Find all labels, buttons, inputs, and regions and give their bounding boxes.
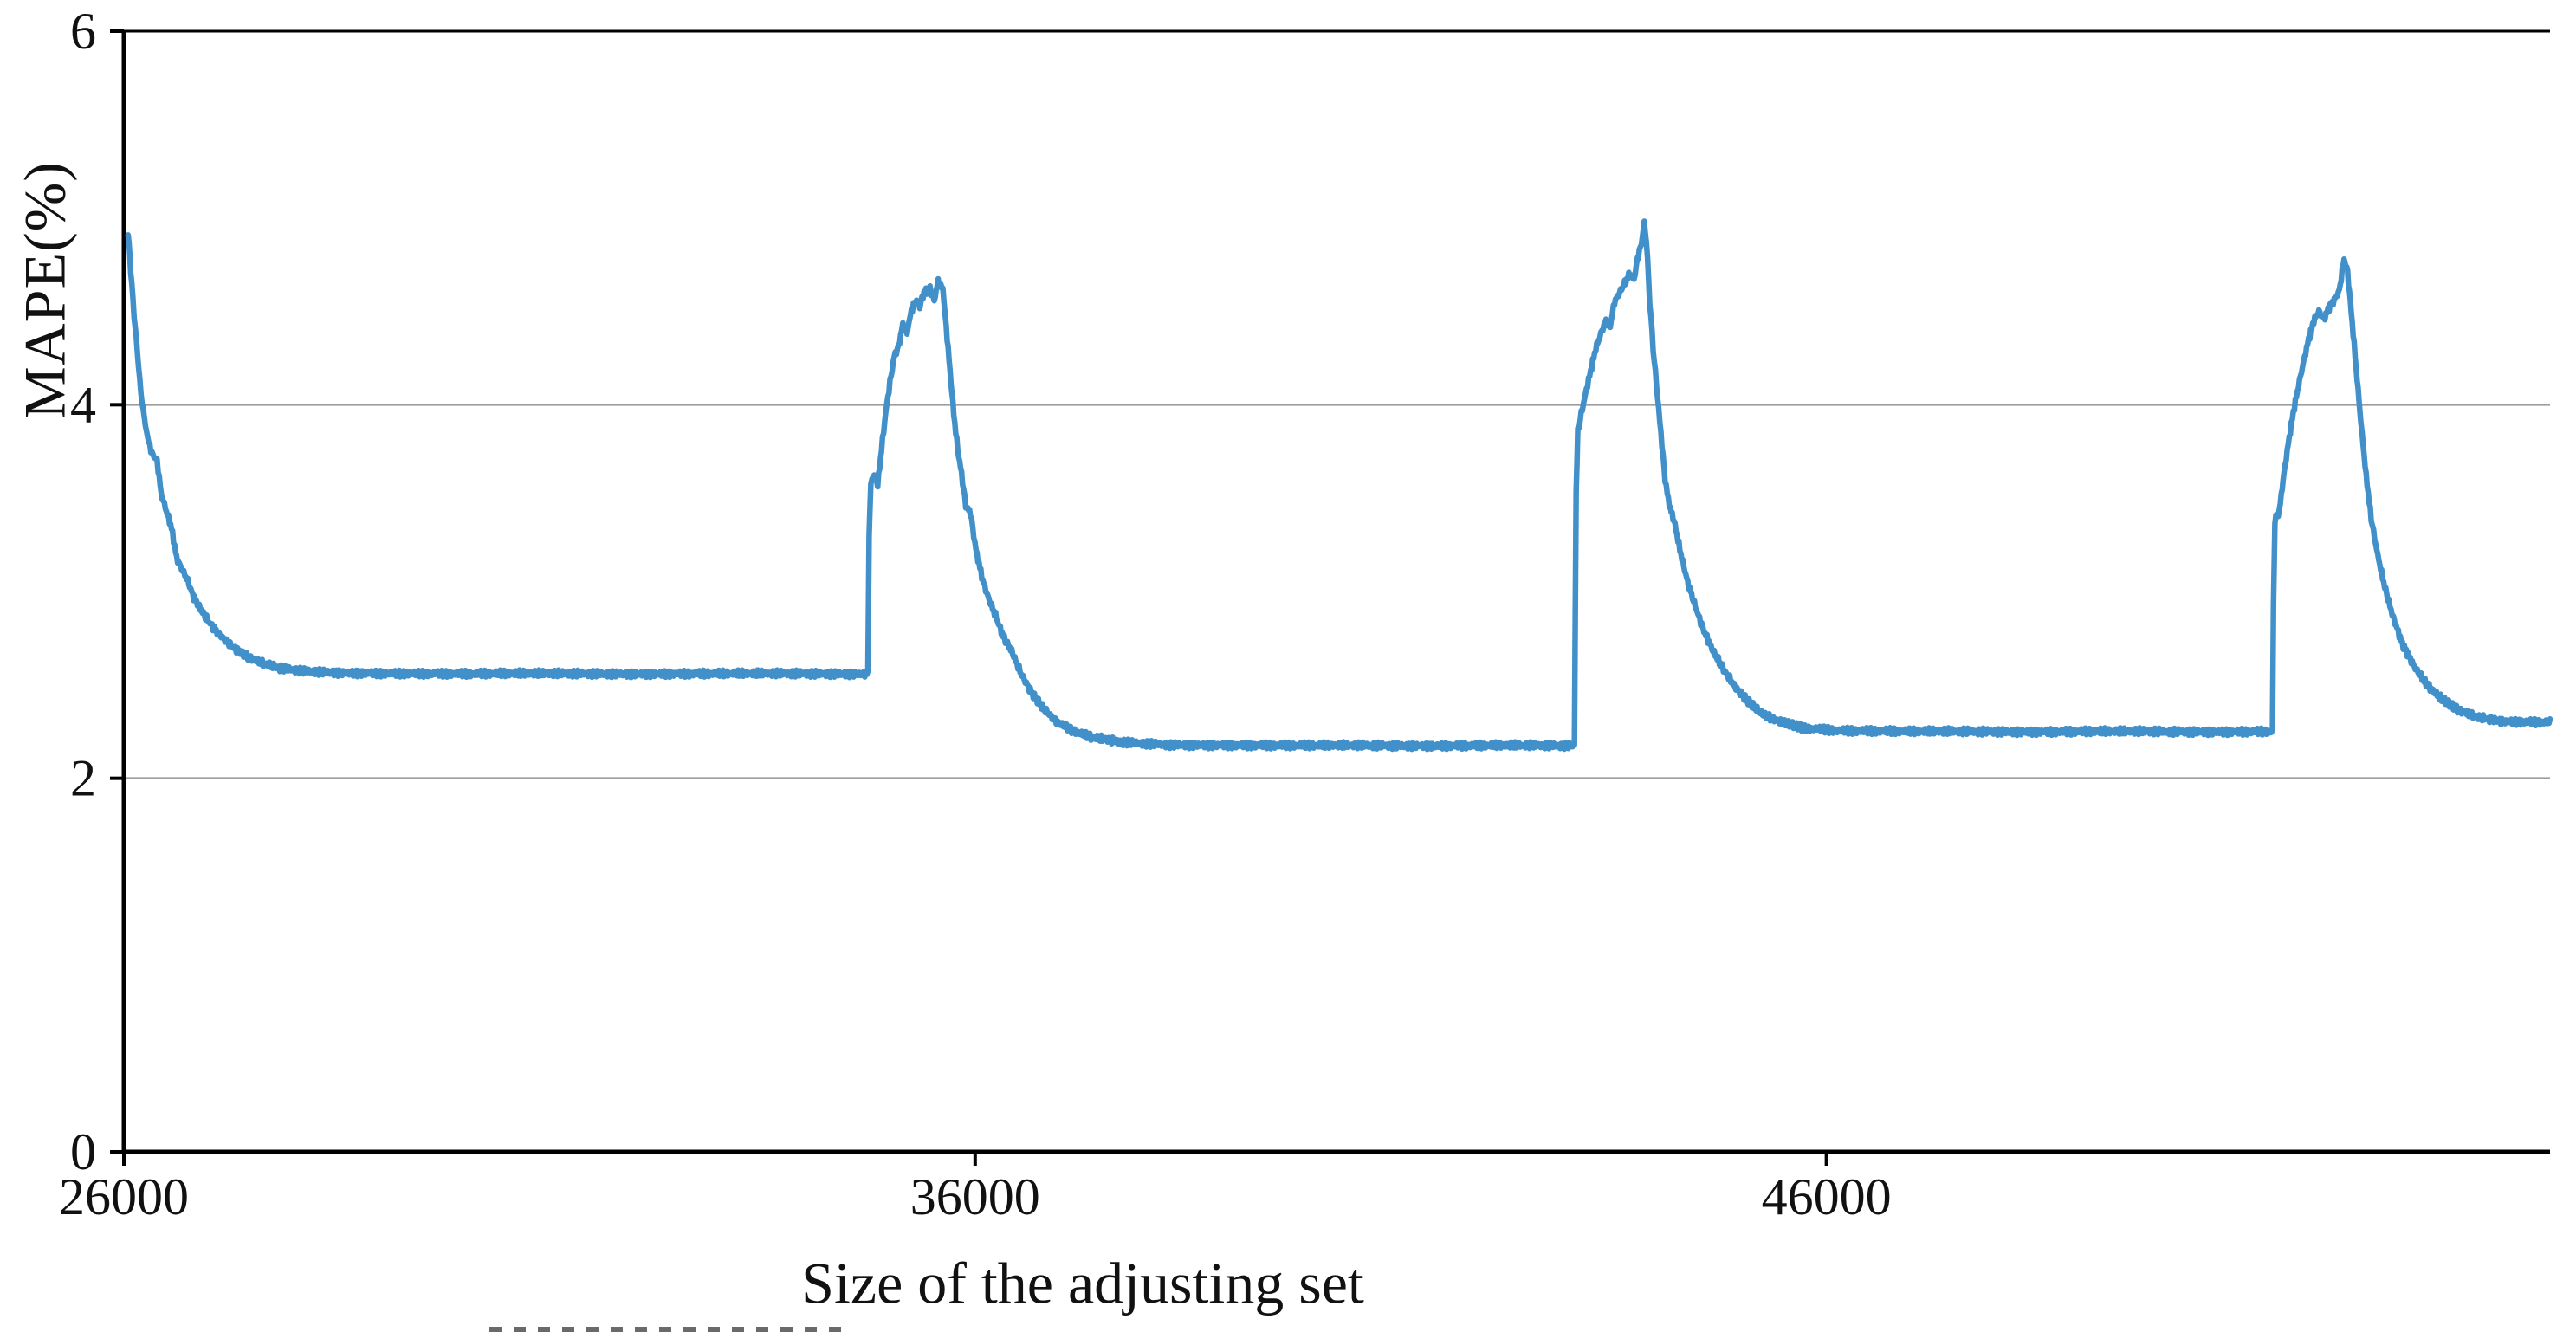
x-tick-label-46000: 46000: [1762, 1168, 1892, 1225]
x-tick-label-36000: 36000: [910, 1168, 1040, 1225]
y-tick-label-2: 2: [70, 750, 96, 807]
x-axis-title: Size of the adjusting set: [801, 1250, 1364, 1316]
y-tick-label-4: 4: [70, 376, 96, 433]
x-tick-label-26000: 26000: [59, 1168, 189, 1225]
y-tick-label-6: 6: [70, 3, 96, 60]
y-tick-label-0: 0: [70, 1123, 96, 1180]
cropped-caption-sliver: [489, 1327, 845, 1332]
mape-series-line: [125, 218, 2553, 753]
y-axis-title: MAPE(%): [11, 161, 78, 419]
